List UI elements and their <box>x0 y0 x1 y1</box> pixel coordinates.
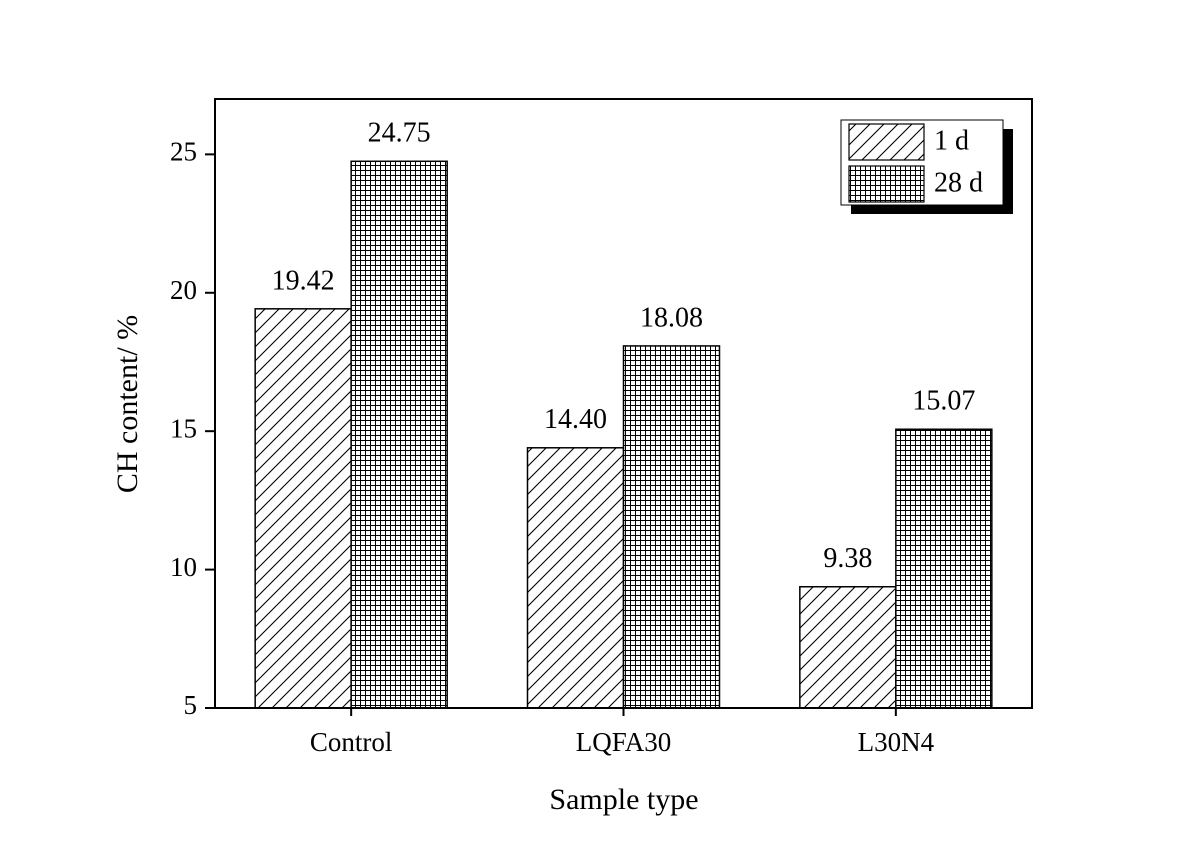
value-label: 15.07 <box>912 386 975 417</box>
bar <box>799 586 897 709</box>
value-label: 14.40 <box>544 404 607 435</box>
value-label: 9.38 <box>823 543 872 574</box>
bar <box>622 345 721 709</box>
y-tick-label: 25 <box>170 137 197 167</box>
y-tick-label: 5 <box>184 690 198 720</box>
bar <box>895 428 993 709</box>
legend-swatch <box>848 165 925 203</box>
plot-frame <box>214 98 1033 709</box>
x-tick-label: L30N4 <box>858 727 935 757</box>
y-axis-title: CH content/ % <box>111 315 144 493</box>
x-tick-label: Control <box>310 727 393 757</box>
legend-label: 1 d <box>934 125 969 156</box>
y-tick-label: 15 <box>170 413 197 443</box>
bar <box>526 447 625 709</box>
bar <box>350 160 448 709</box>
value-label: 18.08 <box>640 302 703 333</box>
x-axis-title: Sample type <box>549 783 698 816</box>
bar <box>254 308 352 709</box>
y-tick-label: 20 <box>170 275 197 305</box>
value-label: 24.75 <box>368 118 431 149</box>
x-tick-label: LQFA30 <box>576 727 672 757</box>
legend-swatch <box>848 123 925 161</box>
y-tick-label: 10 <box>170 552 197 582</box>
value-label: 19.42 <box>272 265 335 296</box>
legend-label: 28 d <box>934 167 983 198</box>
